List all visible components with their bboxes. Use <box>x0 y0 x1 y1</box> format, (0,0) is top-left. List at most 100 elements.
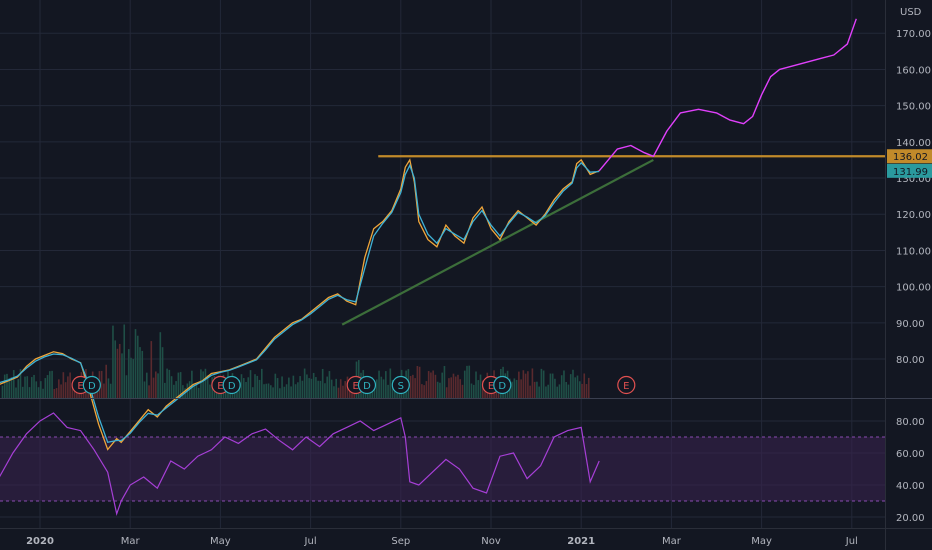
volume-bar <box>481 380 484 398</box>
volume-bar <box>418 366 421 398</box>
currency-label[interactable]: USD <box>900 7 922 18</box>
volume-bar <box>202 371 204 398</box>
price-tick-label: 120.00 <box>896 210 931 221</box>
time-axis[interactable]: 2020 Mar May Jul Sep Nov 2021 Mar May Jul <box>0 528 932 548</box>
volume-bar <box>538 386 540 398</box>
event-marker-split[interactable]: S <box>391 375 410 395</box>
time-tick-label: 2020 <box>26 536 54 547</box>
time-tick-label: Mar <box>121 536 141 547</box>
event-marker-dividend[interactable]: D <box>493 375 512 395</box>
volume-bar <box>427 371 430 398</box>
volume-bar <box>60 384 62 398</box>
volume-bar <box>310 378 313 398</box>
volume-bar <box>466 365 468 398</box>
volume-bar <box>585 384 588 398</box>
time-tick-label: Mar <box>662 536 682 547</box>
event-label: E <box>488 381 494 392</box>
rsi-band <box>0 436 885 502</box>
volume-bar <box>459 379 462 398</box>
volume-bar <box>443 366 446 398</box>
volume-bar <box>382 379 385 398</box>
volume-bar <box>518 371 520 398</box>
volume-bar <box>276 378 279 398</box>
volume-bar <box>567 384 570 398</box>
event-marker-dividend[interactable]: D <box>82 375 101 395</box>
time-tick-label: May <box>210 536 231 547</box>
volume-bar <box>308 378 310 398</box>
volume-bar <box>317 380 319 398</box>
price-tick-label: 150.00 <box>896 102 931 113</box>
volume-bar <box>143 381 146 398</box>
volume-bar <box>330 379 333 398</box>
volume-bar <box>297 382 299 398</box>
volume-bar <box>432 370 434 398</box>
price-tag-box <box>887 163 932 178</box>
volume-bar <box>8 378 11 398</box>
volume-bar <box>159 332 162 398</box>
volume-bar <box>540 368 543 398</box>
volume-bar <box>423 385 425 398</box>
volume-bar <box>148 385 150 398</box>
volume-bar <box>301 380 304 398</box>
event-circle <box>82 375 101 395</box>
volume-bar <box>270 385 272 398</box>
volume-bar <box>26 376 29 398</box>
volume-bar <box>554 378 556 398</box>
volume-bar <box>44 378 47 398</box>
volume-bar <box>583 373 586 398</box>
volume-bar <box>155 371 157 398</box>
event-marker-dividend[interactable]: D <box>222 375 241 395</box>
time-tick-label: Nov <box>481 536 501 547</box>
volume-bar <box>373 386 376 398</box>
event-marker-earnings[interactable]: E <box>617 375 636 395</box>
volume-bar <box>130 357 132 398</box>
volume-bar <box>339 379 342 398</box>
price-axis[interactable]: 80.00 90.00 100.00 110.00 120.00 130.00 140.00… <box>896 29 931 524</box>
volume-bar <box>556 386 558 398</box>
moving-average-line <box>0 161 600 444</box>
volume-bar <box>166 368 168 398</box>
event-label: E <box>623 381 629 392</box>
volume-bar <box>100 370 103 398</box>
volume-bar <box>551 373 554 398</box>
volume-bar <box>569 374 572 398</box>
volume-bar <box>118 343 121 398</box>
drawing-lines[interactable] <box>341 18 885 326</box>
volume-bar <box>333 386 335 398</box>
volume-bar <box>125 375 128 398</box>
volume-bar <box>107 378 110 398</box>
price-tick-label: 110.00 <box>896 246 931 257</box>
volume-bar <box>545 386 547 398</box>
price-tick-label: 170.00 <box>896 29 931 40</box>
volume-bar <box>378 370 380 398</box>
volume-bar <box>319 380 322 398</box>
volume-bar <box>524 373 527 398</box>
volume-bar <box>387 384 389 398</box>
volume-bar <box>260 368 263 398</box>
volume-bar <box>15 387 17 398</box>
event-marker-dividend[interactable]: D <box>357 375 377 395</box>
projection-path <box>598 18 857 172</box>
time-tick-label: Jul <box>304 536 317 547</box>
volume-bar <box>164 382 166 398</box>
volume-bar <box>145 372 148 398</box>
volume-bar <box>542 370 545 398</box>
rsi-tick-label: 80.00 <box>896 417 925 428</box>
volume-bar <box>263 384 265 398</box>
volume-bar <box>177 372 180 398</box>
volume-bar <box>58 379 60 398</box>
event-circle <box>493 375 512 395</box>
price-tag-box <box>887 149 932 164</box>
volume-bar <box>109 383 112 398</box>
rsi-tick-label: 20.00 <box>896 513 925 524</box>
volume-bar <box>430 372 432 398</box>
volume-bar <box>470 383 473 398</box>
time-tick-label: May <box>751 536 772 547</box>
volume-bar <box>574 377 577 398</box>
volume-bar <box>191 370 193 398</box>
volume-bar <box>529 385 531 398</box>
volume-bar <box>173 384 175 398</box>
volume-bar <box>103 383 105 398</box>
volume-bar <box>475 371 477 398</box>
